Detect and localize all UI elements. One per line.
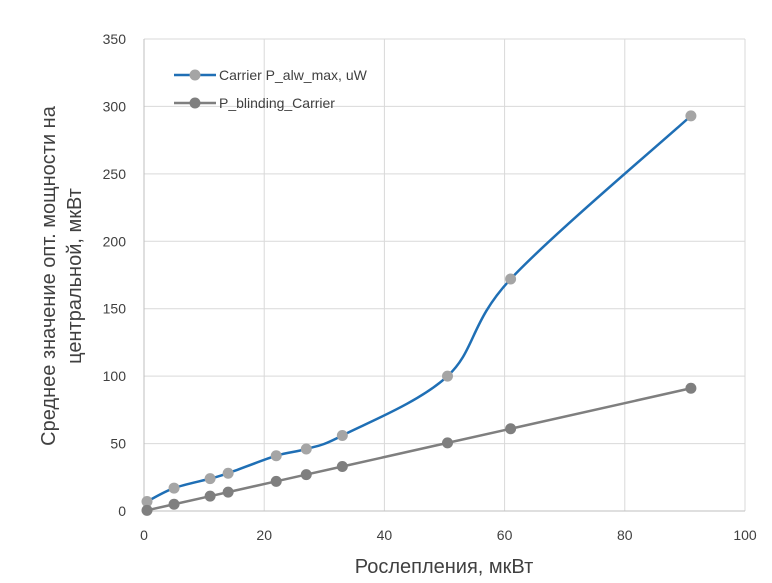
x-axis-title: Рослепления, мкВт [355,556,534,578]
data-point [141,496,153,508]
y-axis-title-line-1: Среднее значение опт. мощности на [38,105,60,446]
data-point [300,469,312,481]
series-line [146,387,692,512]
plot-series [141,110,697,516]
data-point [505,273,517,285]
legend-marker [189,69,201,81]
x-tick-label: 0 [140,527,148,543]
data-point [270,475,282,487]
y-tick-label: 300 [103,98,127,114]
y-tick-label: 200 [103,233,127,249]
data-point [222,467,234,479]
y-tick-label: 250 [103,166,127,182]
series-1 [141,110,697,508]
data-point [685,382,697,394]
data-point [141,504,153,516]
x-tick-label: 100 [733,527,757,543]
data-point [222,486,234,498]
data-point [505,423,517,435]
y-tick-label: 350 [103,31,127,47]
y-tick-labels: 0 50 100 150 200 250 300 350 [103,31,127,519]
legend-label: Carrier P_alw_max, uW [219,67,368,83]
data-point [204,473,216,485]
data-point [442,370,454,382]
x-tick-label: 20 [256,527,272,543]
x-tick-label: 80 [617,527,633,543]
legend-marker [189,97,201,109]
x-tick-label: 40 [377,527,393,543]
y-axis-title: Среднее значение опт. мощности на центра… [38,105,86,446]
data-point [300,443,312,455]
data-point [168,498,180,510]
gridlines [144,38,746,511]
legend-entry: P_blinding_Carrier [174,95,335,111]
x-tick-labels: 0 20 40 60 80 100 [140,527,757,543]
y-tick-label: 0 [118,503,126,519]
series-2 [141,382,697,516]
y-tick-label: 50 [110,436,126,452]
x-tick-label: 60 [497,527,513,543]
data-point [442,437,454,449]
y-tick-label: 100 [103,368,127,384]
data-point [336,460,348,472]
data-point [204,490,216,502]
legend-entry: Carrier P_alw_max, uW [174,67,368,83]
data-point [168,482,180,494]
data-point [336,429,348,441]
data-point [685,110,697,122]
data-point [270,450,282,462]
axes [143,39,745,512]
y-axis-title-line-2: центральной, мкВт [64,188,86,364]
legend: Carrier P_alw_max, uW P_blinding_Carrier [174,67,368,111]
legend-label: P_blinding_Carrier [219,95,335,111]
y-tick-label: 150 [103,301,127,317]
